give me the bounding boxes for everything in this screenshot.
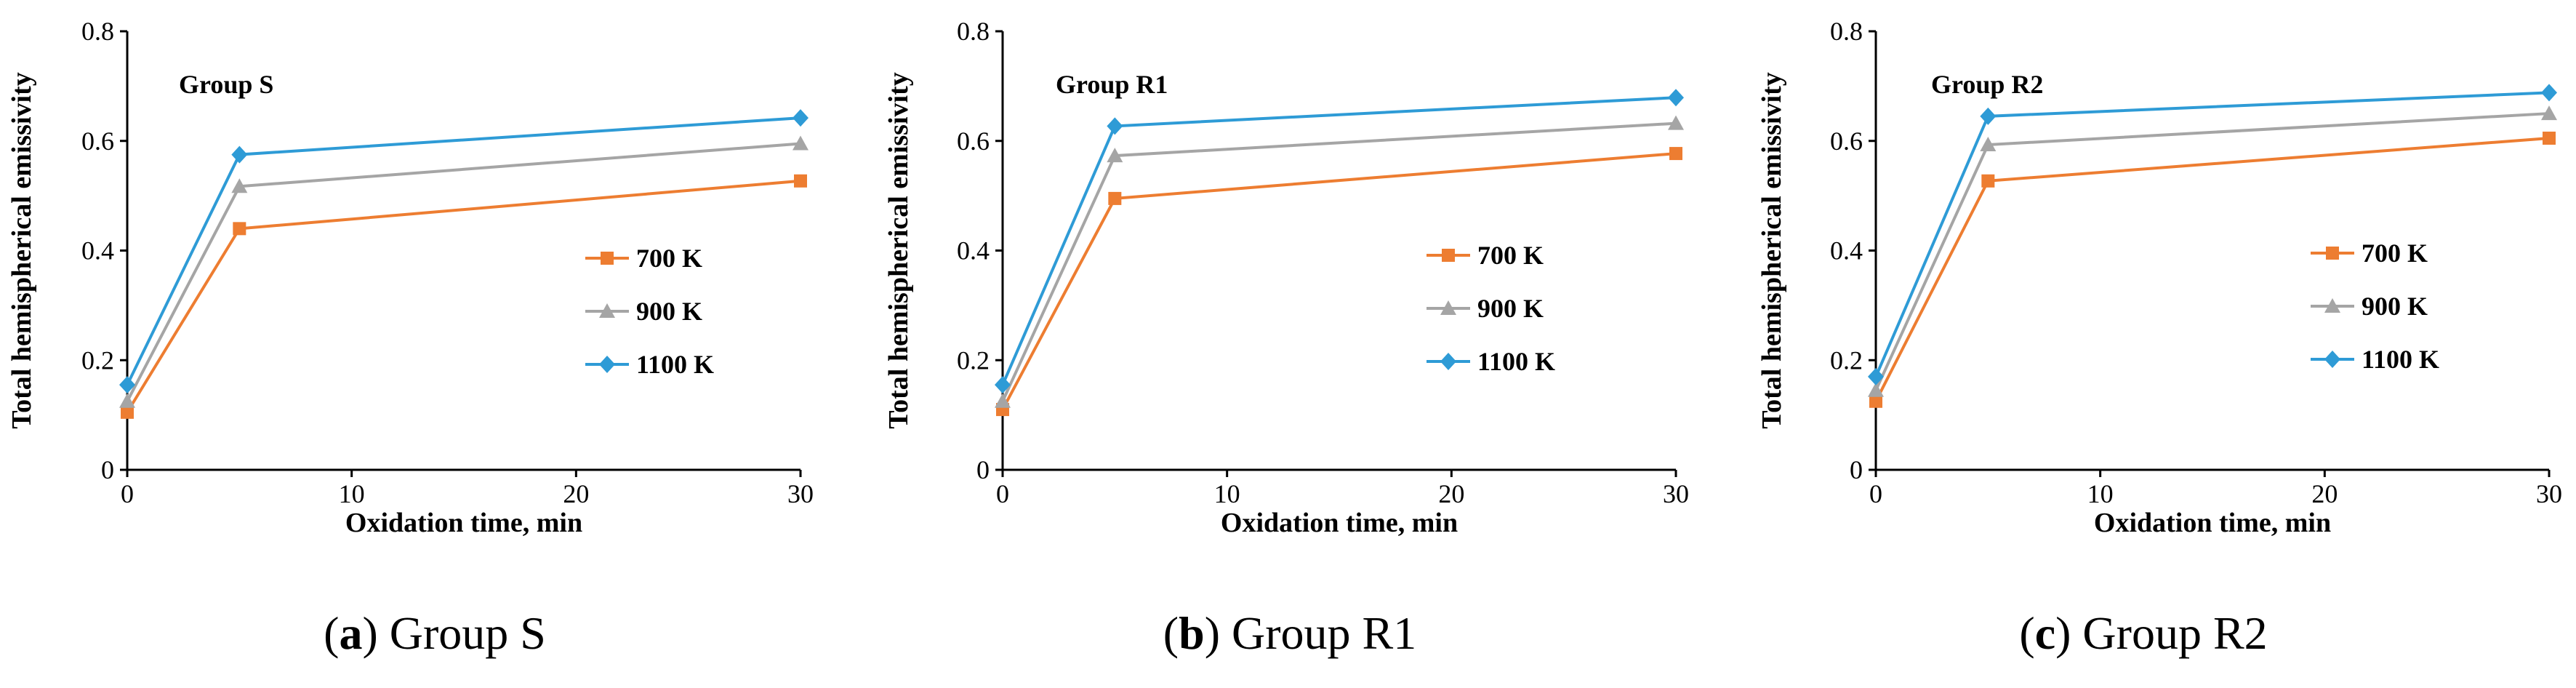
x-tick-label: 30 [1663,479,1689,508]
caption-c: (c) Group R2 [2019,607,2267,659]
y-tick-label: 0.2 [81,345,114,375]
y-axis-label: Total hemispherical emissivity [1757,72,1787,428]
caption-a: (a) Group S [324,607,546,659]
legend-label-1100-k: 1100 K [636,350,714,379]
y-tick-label: 0.2 [1830,345,1863,375]
y-tick-label: 0 [101,455,114,484]
legend-label-900-k: 900 K [1477,294,1544,323]
y-tick-label: 0.8 [1830,17,1863,46]
legend-label-700-k: 700 K [2362,239,2428,268]
data-point-900-k [2541,105,2557,121]
chart-title: Group R2 [1931,70,2043,99]
legend-label-1100-k: 1100 K [1477,347,1555,376]
x-axis-label: Oxidation time, min [1221,508,1458,538]
data-point-900-k [995,393,1011,408]
y-tick-label: 0.6 [1830,127,1863,156]
y-tick-label: 0.4 [1830,236,1863,265]
data-point-900-k [231,178,248,193]
legend-marker-700-k [601,252,614,265]
data-point-1100-k [1107,117,1123,135]
x-tick-label: 20 [1438,479,1464,508]
data-point-1100-k [231,145,248,164]
data-point-700-k [121,405,134,419]
data-point-900-k [1668,115,1684,130]
y-tick-label: 0.6 [81,127,114,156]
legend-marker-1100-k [2324,351,2340,368]
series-line-700-k [1874,136,2550,402]
x-tick-label: 20 [2311,479,2338,508]
x-tick-label: 20 [563,479,589,508]
panel-group-s: 0 0.2 0.4 0.6 0.8 0 10 20 30 Oxidation time, min T… [7,17,814,538]
x-tick-label: 0 [121,479,134,508]
x-axis-label: Oxidation time, min [2094,508,2331,538]
legend-marker-1100-k [1440,353,1456,370]
data-point-1100-k [119,376,135,394]
y-tick-label: 0 [976,455,990,484]
legend-marker-1100-k [599,356,615,373]
data-point-1100-k [1868,367,1884,385]
x-tick-label: 0 [996,479,1009,508]
data-point-700-k [2543,131,2556,145]
x-tick-label: 10 [2087,479,2114,508]
y-tick-label: 0.6 [957,127,990,156]
x-tick-label: 30 [787,479,814,508]
data-point-700-k [794,174,807,188]
y-tick-label: 0 [1850,455,1863,484]
caption-b: (b) Group R1 [1163,607,1416,659]
data-point-700-k [233,222,246,236]
data-point-1100-k [2541,84,2557,102]
series-line-1100-k [1001,96,1677,385]
legend-label-700-k: 700 K [1477,241,1544,270]
data-point-900-k [793,135,808,151]
legend-label-900-k: 900 K [2362,292,2428,321]
data-point-900-k [119,393,135,408]
legend-label-900-k: 900 K [636,297,702,326]
data-point-700-k [1869,394,1882,408]
data-point-700-k [1108,191,1122,205]
series-line-1100-k [1874,91,2550,377]
series-line-900-k [1001,121,1677,402]
x-axis-label: Oxidation time, min [345,508,582,538]
legend-marker-700-k [1442,249,1455,262]
data-point-700-k [1981,174,1995,188]
x-tick-label: 10 [1214,479,1240,508]
y-tick-label: 0.8 [81,17,114,46]
chart-title: Group R1 [1056,70,1168,99]
legend-marker-900-k [599,303,615,318]
y-axis-label: Total hemispherical emissivity [7,72,37,428]
x-tick-label: 30 [2536,479,2562,508]
series-line-900-k [1874,112,2550,391]
y-tick-label: 0.4 [957,236,990,265]
data-point-700-k [1669,147,1682,161]
legend-label-1100-k: 1100 K [2362,345,2439,374]
y-tick-label: 0.2 [957,345,990,375]
legend-label-700-k: 700 K [636,244,702,273]
panel-group-r1: 0 0.2 0.4 0.6 0.8 0 10 20 30 Oxidation time, min T… [883,17,1689,538]
y-axis-label: Total hemispherical emissivity [883,72,914,428]
panel-group-r2: 0 0.2 0.4 0.6 0.8 0 10 20 30 Oxidation time, min T… [1757,17,2562,538]
series-line-700-k [1001,152,1677,411]
data-point-1100-k [793,109,808,127]
x-tick-label: 10 [339,479,365,508]
data-point-1100-k [1980,107,1997,125]
legend-marker-900-k [1440,300,1456,315]
y-tick-label: 0.8 [957,17,990,46]
data-point-900-k [1107,148,1123,163]
x-tick-label: 0 [1869,479,1882,508]
data-point-900-k [1980,137,1997,152]
data-point-900-k [1868,382,1884,397]
legend-marker-700-k [2326,247,2339,260]
data-point-1100-k [995,376,1011,394]
data-point-1100-k [1668,89,1684,107]
chart-title: Group S [179,70,273,99]
legend-marker-900-k [2324,298,2340,313]
y-tick-label: 0.4 [81,236,114,265]
